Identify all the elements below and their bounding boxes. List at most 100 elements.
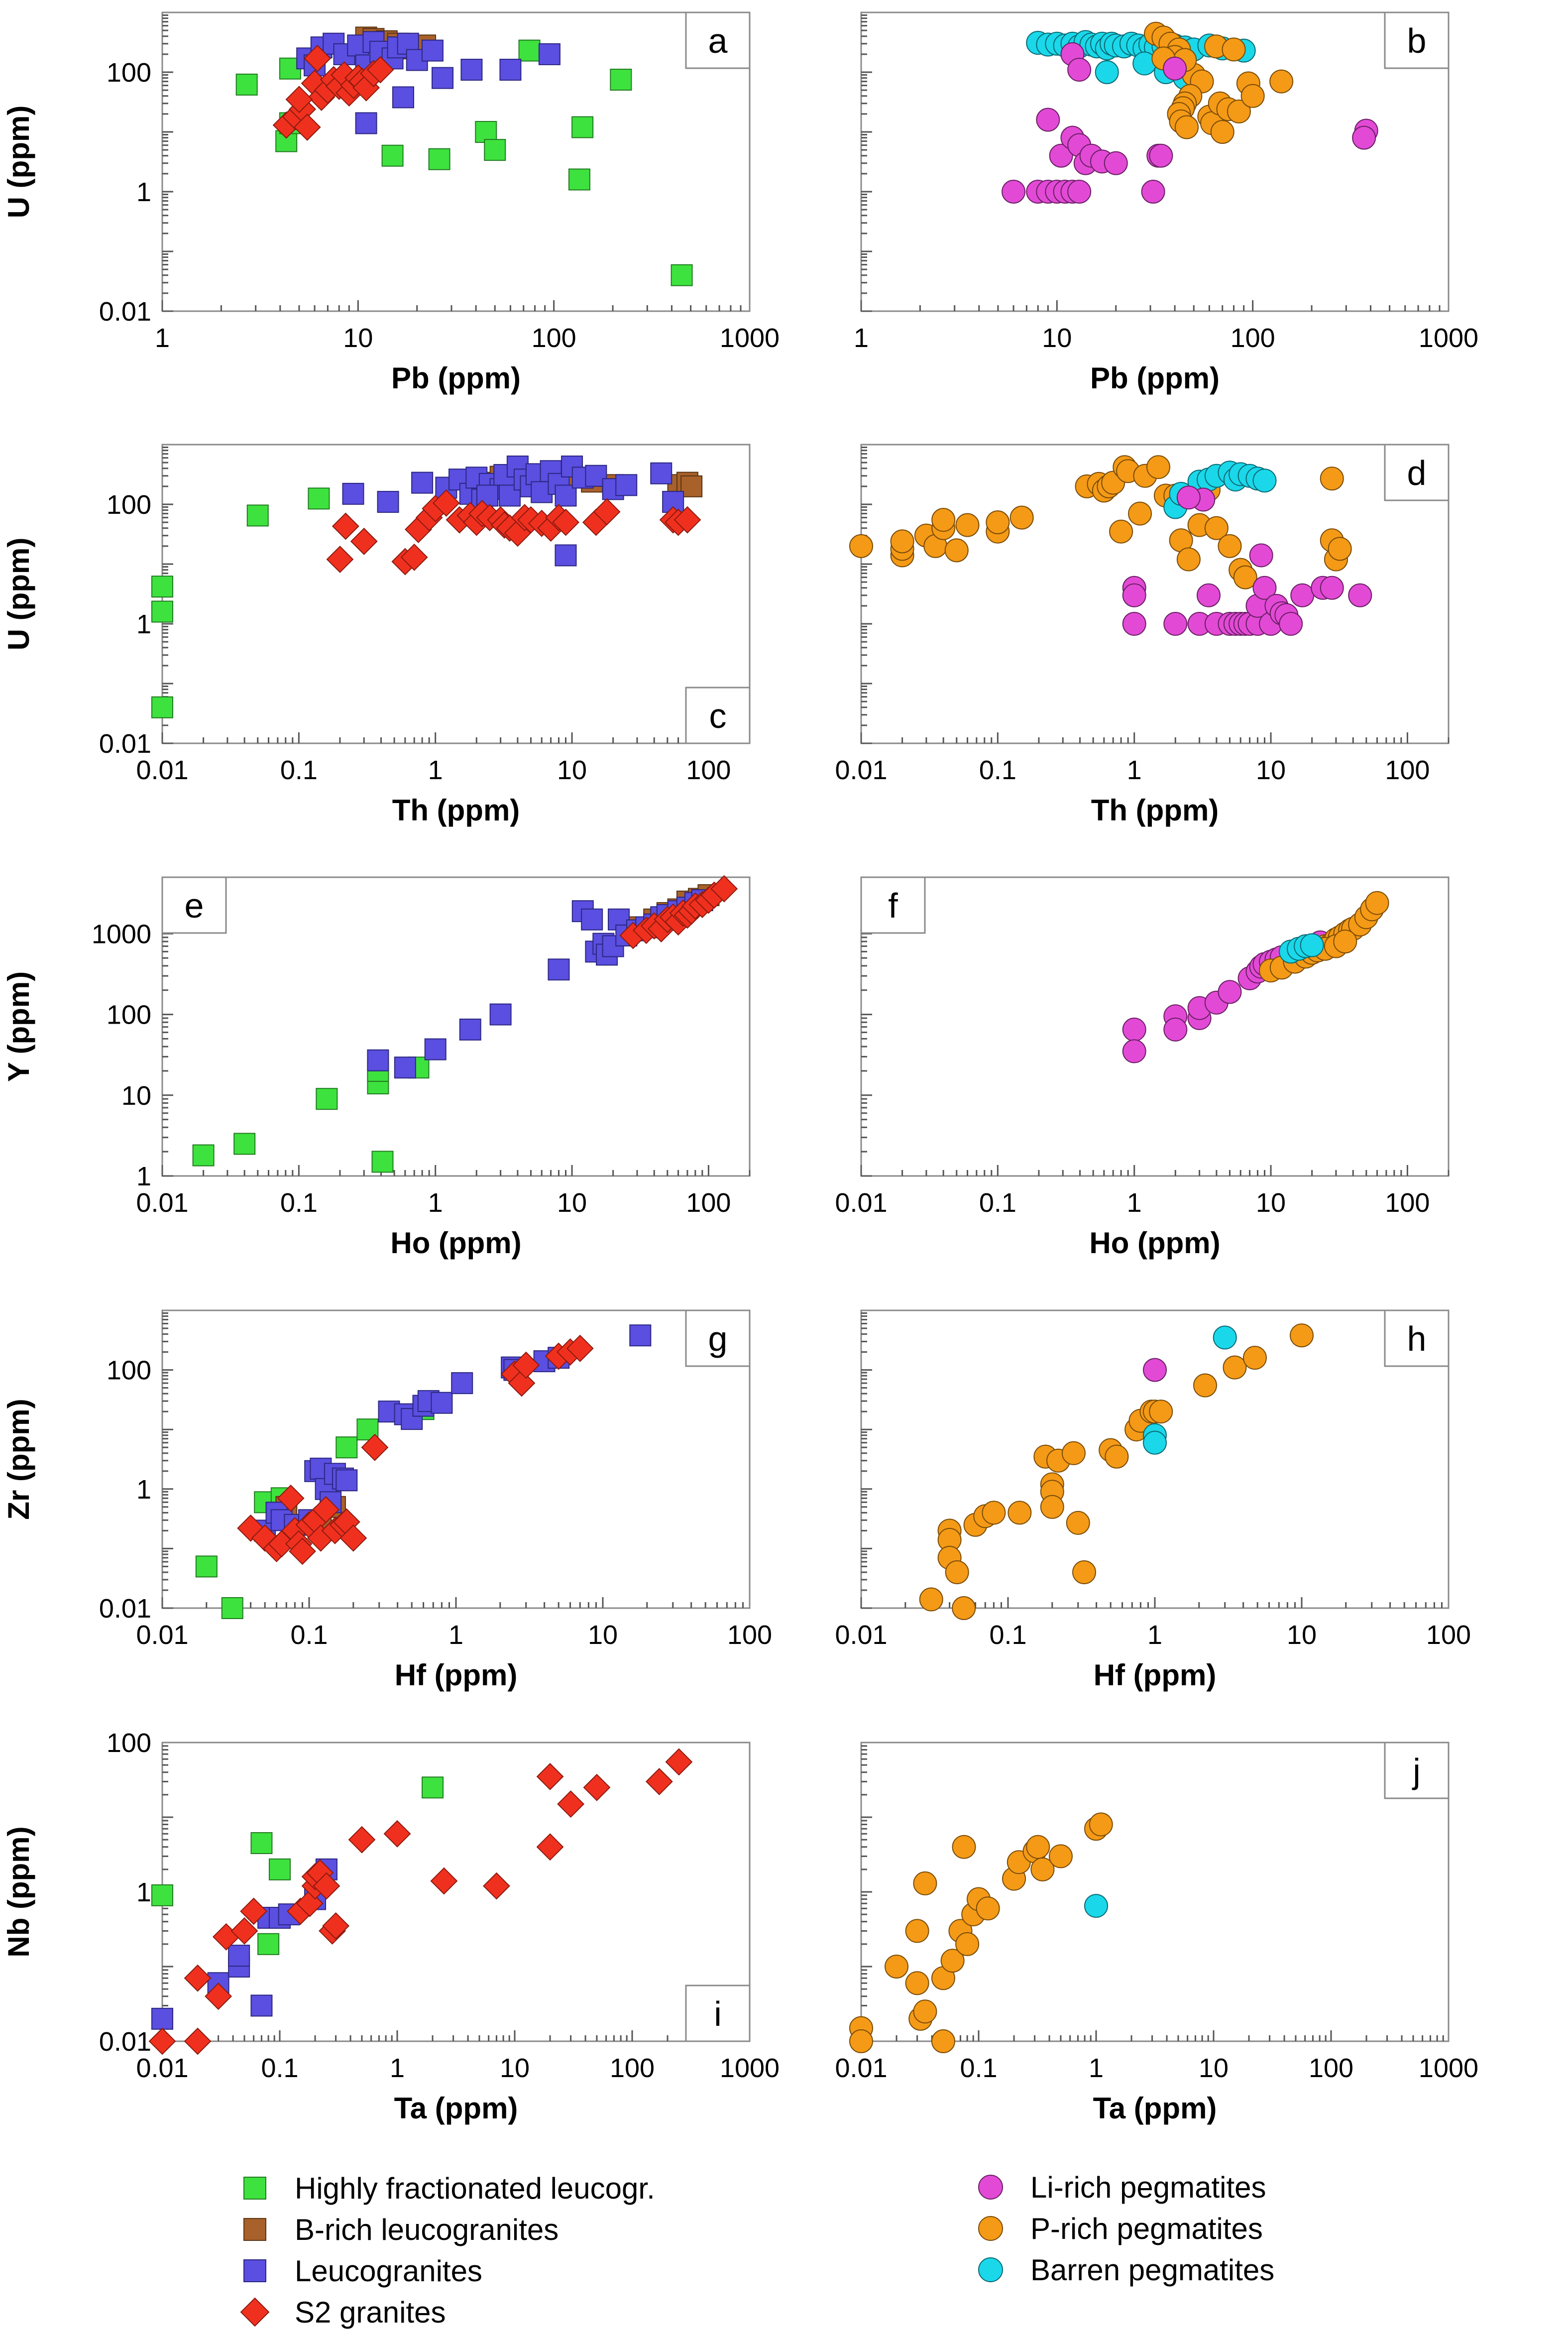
data-point-hfl <box>518 39 541 62</box>
data-point-li <box>1252 576 1277 600</box>
data-point-bar <box>1300 933 1324 957</box>
data-point-s2 <box>322 1912 350 1940</box>
data-point-hfl <box>250 1832 273 1855</box>
data-point-p <box>1365 891 1389 915</box>
data-points <box>849 1812 1113 2053</box>
data-point-p <box>1222 37 1246 62</box>
data-point-hfl <box>610 68 632 91</box>
y-tick-label: 100 <box>107 58 151 88</box>
data-point-p <box>1328 537 1352 561</box>
panel-letter: b <box>1407 21 1427 60</box>
data-point-s2 <box>339 1524 367 1552</box>
data-point-p <box>955 1932 980 1956</box>
legend-item-s2: S2 granites <box>240 2296 446 2329</box>
y-tick-label: 1 <box>136 1475 151 1505</box>
data-point-p <box>1040 1495 1064 1519</box>
panel-letter: f <box>888 886 898 925</box>
legend-marker-hfl <box>243 2177 266 2200</box>
data-point-s2 <box>710 875 738 903</box>
plot-frame <box>161 11 751 312</box>
data-point-s2 <box>583 1773 611 1801</box>
data-point-p <box>1109 519 1133 544</box>
data-point-p <box>885 1955 909 1979</box>
x-tick-label: 1000 <box>1419 323 1478 353</box>
panel-letter: e <box>185 886 204 925</box>
data-point-li <box>1002 180 1026 204</box>
panel-letter: d <box>1407 454 1427 492</box>
data-point-leu <box>650 462 672 484</box>
data-point-brl <box>680 475 703 497</box>
data-point-hfl <box>475 121 497 143</box>
legend-marker-li <box>978 2175 1003 2200</box>
data-point-s2 <box>289 1537 316 1565</box>
y-tick-label: 100 <box>107 1356 151 1386</box>
y-axis-title: Nb (ppm) <box>2 1826 35 1957</box>
data-point-p <box>1066 1511 1090 1535</box>
data-point-hfl <box>221 1597 243 1619</box>
panel-letter: c <box>709 697 727 735</box>
x-axis-title: Th (ppm) <box>1091 794 1219 827</box>
data-point-s2 <box>430 1867 458 1895</box>
x-axis-title: Ho (ppm) <box>1089 1226 1220 1260</box>
data-point-hfl <box>422 1776 444 1799</box>
y-axis-title: U (ppm) <box>2 106 35 219</box>
data-point-leu <box>151 2007 173 2030</box>
data-point-s2 <box>277 1484 305 1512</box>
panel-letter-box <box>1384 11 1450 69</box>
panel-letter: j <box>1412 1751 1421 1790</box>
x-tick-label: 100 <box>727 1620 772 1650</box>
x-tick-label: 0.01 <box>835 1188 887 1218</box>
data-point-hfl <box>233 1133 256 1155</box>
data-point-s2 <box>205 1983 232 2010</box>
data-point-hfl <box>308 487 330 510</box>
data-point-p <box>945 1560 969 1584</box>
data-point-s2 <box>332 512 359 540</box>
data-point-li <box>1218 980 1242 1004</box>
y-axis-title: Y (ppm) <box>2 971 35 1082</box>
plot-frame <box>860 11 1450 312</box>
data-point-li <box>1352 125 1376 150</box>
x-axis-title: Ta (ppm) <box>1093 2092 1217 2125</box>
x-tick-label: 100 <box>1231 323 1275 353</box>
data-point-li <box>1122 612 1146 636</box>
panel-letter: h <box>1407 1319 1427 1358</box>
y-axis-title: U (ppm) <box>2 538 35 651</box>
data-point-li <box>1196 583 1221 607</box>
data-point-p <box>1223 1355 1247 1380</box>
x-tick-label: 0.1 <box>979 1188 1016 1218</box>
data-point-p <box>1026 1835 1050 1859</box>
panel-letter-box <box>1384 1309 1450 1367</box>
x-tick-label: 0.01 <box>136 1620 188 1650</box>
x-tick-label: 1 <box>854 323 869 353</box>
data-point-leu <box>629 1324 652 1347</box>
y-axis-title: Zr (ppm) <box>2 1399 35 1519</box>
data-point-li <box>1176 485 1201 510</box>
x-tick-label: 1 <box>448 1620 463 1650</box>
x-tick-label: 0.1 <box>280 1188 318 1218</box>
y-tick-label: 0.01 <box>99 729 151 759</box>
panel-letter-box <box>1384 444 1450 501</box>
data-point-leu <box>555 544 577 567</box>
data-point-s2 <box>326 546 354 573</box>
data-point-p <box>1061 1441 1086 1465</box>
data-point-leu <box>585 465 607 487</box>
data-point-leu <box>336 1469 358 1492</box>
data-point-leu <box>424 1038 447 1060</box>
x-tick-label: 0.1 <box>979 755 1016 785</box>
chart-panel-c: 0.01 0.1 1 10 100 0.01 1 100 Th (ppm) U (ppm) c <box>2 444 751 827</box>
data-point-li <box>1279 612 1303 636</box>
data-point-li <box>1163 56 1187 81</box>
data-point-p <box>1242 1346 1267 1370</box>
data-point-hfl <box>568 168 590 191</box>
data-point-leu <box>342 482 364 505</box>
data-point-p <box>1146 455 1171 479</box>
legend-label: P-rich pegmatites <box>1030 2212 1263 2245</box>
data-points <box>192 875 738 1173</box>
data-point-s2 <box>536 1762 564 1790</box>
data-point-p <box>944 538 969 563</box>
data-point-leu <box>367 1049 389 1071</box>
data-point-s2 <box>285 86 313 114</box>
x-axis-title: Hf (ppm) <box>395 1658 518 1692</box>
data-points <box>1122 891 1389 1063</box>
data-point-bar <box>1084 1894 1108 1918</box>
